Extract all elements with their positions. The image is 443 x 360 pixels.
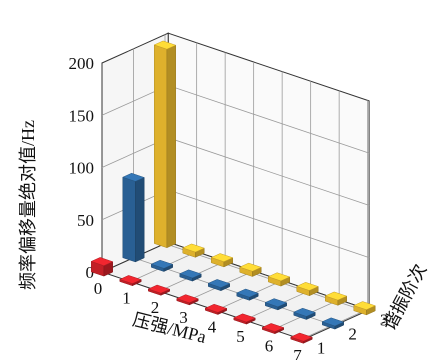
y-axis-label: 谐振阶次 bbox=[379, 261, 430, 334]
x-tick-label: 0 bbox=[94, 279, 103, 298]
bar bbox=[239, 262, 262, 277]
bar bbox=[296, 282, 319, 297]
y-tick-label: 1 bbox=[317, 339, 326, 358]
bar bbox=[261, 323, 285, 335]
bar bbox=[150, 259, 174, 272]
x-axis-label: 压强/MPa bbox=[131, 309, 209, 347]
bar bbox=[353, 301, 376, 316]
z-tick-label: 150 bbox=[69, 106, 95, 125]
z-tick-label: 200 bbox=[69, 54, 95, 73]
x-tick-label: 2 bbox=[151, 298, 160, 317]
z-tick-label: 0 bbox=[86, 263, 95, 282]
y-tick-label: 2 bbox=[348, 324, 357, 343]
y-tick-label: 3 bbox=[380, 310, 389, 329]
z-tick-label: 100 bbox=[69, 159, 95, 178]
bar bbox=[90, 257, 114, 277]
bar bbox=[182, 243, 205, 258]
bar bbox=[119, 275, 142, 287]
z-axis-label: 频率偏移量绝对值/Hz bbox=[18, 120, 38, 290]
bar bbox=[233, 313, 256, 325]
x-tick-label: 4 bbox=[208, 317, 217, 336]
bar bbox=[324, 291, 348, 306]
bar bbox=[179, 269, 202, 282]
bar bbox=[264, 298, 288, 311]
bar bbox=[236, 288, 259, 301]
x-tick-label: 5 bbox=[236, 327, 245, 346]
bar bbox=[267, 272, 291, 287]
bar bbox=[204, 303, 228, 315]
bar bbox=[210, 253, 234, 268]
bar bbox=[176, 294, 199, 306]
bar bbox=[321, 317, 345, 330]
chart-bars bbox=[90, 40, 376, 344]
bar bbox=[290, 332, 313, 344]
x-tick-label: 1 bbox=[122, 289, 131, 308]
x-tick-label: 6 bbox=[265, 337, 274, 356]
z-tick-label: 50 bbox=[77, 211, 94, 230]
bar bbox=[147, 284, 171, 296]
bar bbox=[293, 307, 316, 320]
x-tick-label: 3 bbox=[179, 308, 188, 327]
bar bbox=[153, 40, 177, 249]
x-tick-label: 7 bbox=[293, 346, 302, 360]
bar bbox=[207, 279, 231, 292]
bar bbox=[122, 172, 145, 263]
